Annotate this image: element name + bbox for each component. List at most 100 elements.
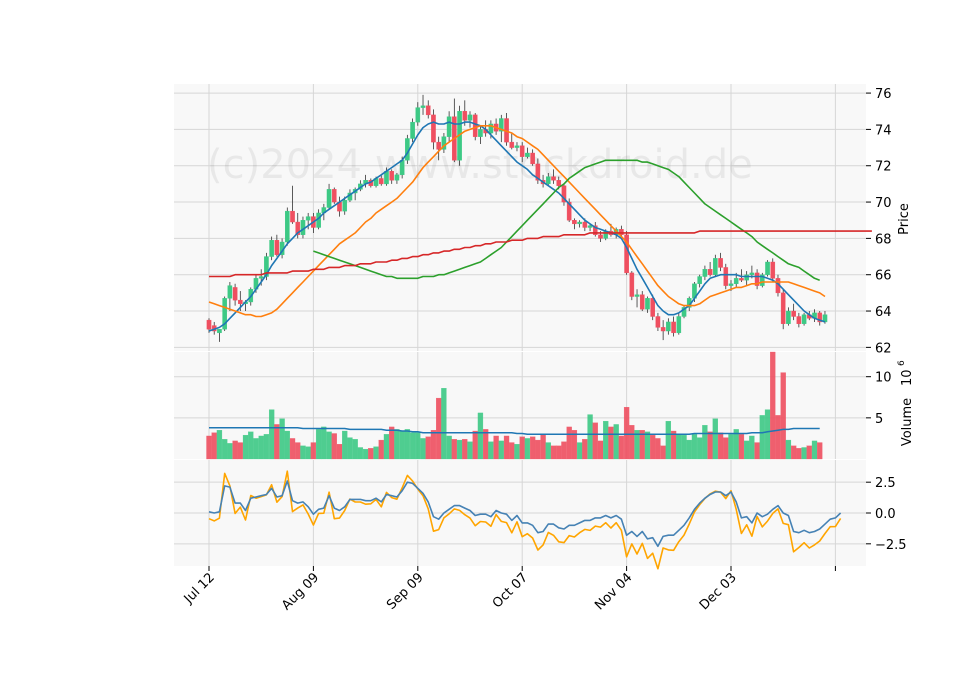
price-ma-long-line bbox=[209, 230, 872, 278]
candle-body bbox=[739, 278, 744, 281]
candle-body bbox=[258, 276, 264, 279]
volume-bar bbox=[362, 448, 369, 460]
volume-bar bbox=[796, 448, 802, 460]
volume-bar bbox=[399, 430, 405, 460]
candle-body bbox=[467, 114, 473, 121]
volume-bar bbox=[702, 425, 708, 460]
volume-bar bbox=[754, 442, 760, 460]
candle-body bbox=[431, 114, 436, 143]
candle-body bbox=[551, 176, 556, 181]
volume-bar bbox=[211, 432, 217, 460]
price-y-tick-label: 72 bbox=[875, 160, 892, 175]
candle-body bbox=[425, 105, 431, 116]
volume-bar bbox=[770, 351, 776, 460]
volume-bar bbox=[347, 437, 353, 460]
candle-body bbox=[566, 201, 572, 221]
volume-bar bbox=[268, 409, 275, 460]
candle-body bbox=[389, 170, 395, 181]
volume-bar bbox=[436, 397, 442, 460]
candle-body bbox=[817, 312, 823, 323]
candle-body bbox=[232, 287, 238, 301]
candle-body bbox=[582, 221, 588, 228]
candle-body bbox=[655, 316, 661, 328]
x-tick-label: Oct 07 bbox=[490, 570, 531, 611]
volume-bar bbox=[723, 437, 729, 460]
volume-bar bbox=[488, 441, 494, 460]
volume-bar bbox=[759, 415, 765, 460]
volume-bar bbox=[529, 436, 536, 460]
volume-bar bbox=[467, 441, 473, 460]
volume-bar bbox=[373, 446, 379, 460]
volume-bar bbox=[676, 434, 682, 460]
volume-bar bbox=[462, 439, 468, 460]
volume-bar bbox=[477, 412, 484, 460]
price-y-tick-label: 70 bbox=[875, 196, 892, 211]
volume-bar bbox=[295, 442, 301, 460]
candle-body bbox=[488, 123, 494, 134]
volume-bar bbox=[263, 434, 270, 460]
volume-bar bbox=[352, 439, 358, 460]
candle-body bbox=[514, 145, 520, 148]
volume-bar bbox=[378, 439, 384, 460]
volume-bar bbox=[206, 435, 212, 460]
candle-body bbox=[619, 229, 624, 235]
candle-body bbox=[681, 307, 687, 317]
volume-bar bbox=[566, 426, 572, 460]
volume-bar bbox=[242, 434, 249, 460]
volume-bar bbox=[237, 442, 243, 460]
volume-axis-label: Volume bbox=[900, 398, 915, 446]
volume-bar bbox=[660, 445, 666, 460]
volume-bar bbox=[655, 438, 661, 460]
volume-bar bbox=[592, 422, 598, 460]
volume-bar bbox=[498, 440, 504, 460]
volume-bar bbox=[613, 424, 619, 460]
volume-bar bbox=[644, 431, 651, 460]
candle-body bbox=[472, 114, 478, 137]
candle-body bbox=[478, 129, 483, 137]
volume-bar bbox=[284, 430, 290, 460]
price-y-tick-label: 76 bbox=[875, 87, 892, 102]
x-tick-label: Nov 04 bbox=[592, 570, 635, 613]
volume-bar bbox=[274, 424, 280, 460]
candle-body bbox=[791, 310, 796, 317]
candle-body bbox=[519, 145, 525, 157]
volume-bar bbox=[634, 430, 640, 460]
volume-bar bbox=[603, 420, 609, 460]
volume-bar bbox=[451, 439, 457, 460]
candle-body bbox=[624, 234, 629, 274]
volume-bar bbox=[441, 388, 447, 460]
volume-bar bbox=[775, 415, 781, 460]
volume-bar bbox=[811, 440, 818, 460]
candle-body bbox=[420, 105, 426, 108]
volume-bar bbox=[707, 431, 713, 460]
volume-bar bbox=[456, 439, 463, 460]
volume-bar bbox=[681, 434, 687, 460]
candle-body bbox=[274, 240, 280, 255]
volume-bar bbox=[639, 430, 645, 460]
candle-body bbox=[269, 240, 274, 257]
candle-body bbox=[572, 220, 577, 225]
volume-bar bbox=[483, 429, 489, 460]
volume-bar bbox=[430, 430, 437, 460]
volume-bar bbox=[582, 439, 588, 460]
volume-bar bbox=[556, 445, 562, 460]
candle-body bbox=[238, 299, 243, 304]
candle-body bbox=[801, 314, 807, 324]
volume-bar bbox=[738, 434, 745, 460]
candle-body bbox=[645, 298, 650, 310]
volume-bar bbox=[717, 432, 724, 460]
volume-bar bbox=[321, 426, 327, 460]
oscillator-signal-line bbox=[208, 470, 842, 570]
candle-body bbox=[556, 180, 562, 186]
candle-body bbox=[786, 310, 791, 324]
volume-bar bbox=[712, 418, 718, 460]
candle-body bbox=[217, 329, 222, 334]
volume-axis-exponent: 6 bbox=[897, 360, 907, 366]
candle-body bbox=[723, 267, 729, 286]
watermark: (c)2024 www.stockdroid.de bbox=[207, 142, 753, 188]
volume-bar bbox=[368, 448, 374, 460]
candle-body bbox=[546, 176, 551, 185]
candle-body bbox=[660, 327, 666, 332]
osc-y-tick-label: 0.0 bbox=[875, 507, 896, 522]
